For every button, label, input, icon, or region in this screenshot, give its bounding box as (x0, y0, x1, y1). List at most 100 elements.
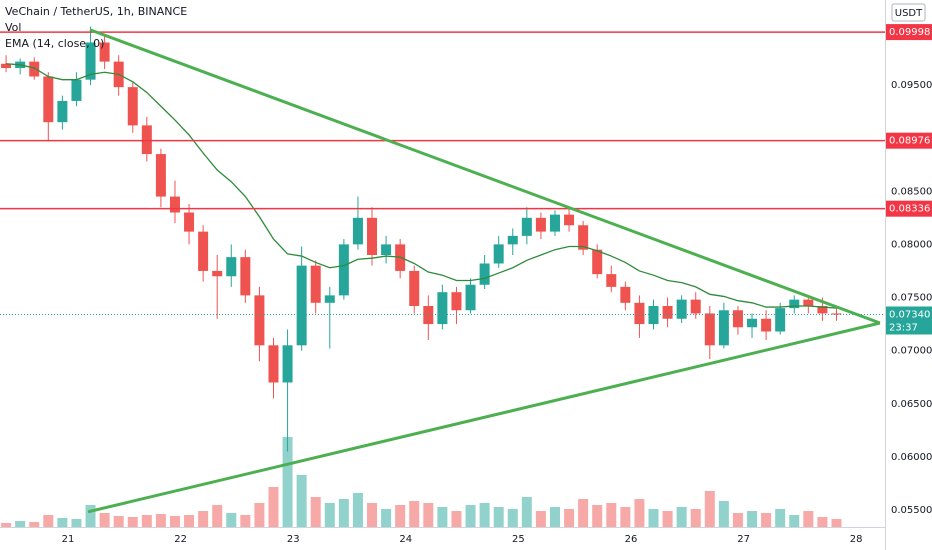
volume-bar (578, 499, 589, 527)
volume-bar (451, 511, 462, 527)
level-label-box (886, 132, 932, 149)
candle-body (296, 265, 307, 346)
currency-button[interactable] (891, 3, 926, 22)
candle-body (71, 79, 82, 101)
volume-bar (268, 487, 279, 527)
volume-bar (662, 511, 673, 527)
x-tick-label: 26 (625, 534, 638, 545)
candle-body (169, 196, 180, 213)
volume-bar (493, 507, 504, 527)
x-tick-label: 23 (287, 534, 300, 545)
candle-body (212, 270, 223, 277)
candle-body (198, 231, 209, 271)
candle-body (1, 63, 12, 68)
volume-bar (99, 513, 110, 527)
volume-bar (141, 515, 152, 527)
y-tick-label: 0.07500 (891, 293, 932, 304)
candle-body (352, 217, 363, 245)
candle-body (634, 302, 645, 325)
countdown: 23:37 (889, 323, 918, 334)
volume-bar (240, 515, 251, 527)
volume-bar (817, 517, 828, 527)
candle-body (549, 214, 560, 232)
volume-bar (409, 501, 420, 527)
trendline (89, 28, 881, 325)
volume-bar (775, 509, 786, 527)
volume-bar (690, 509, 701, 527)
candle-body (535, 217, 546, 232)
candle-body (479, 263, 490, 285)
volume-bar (395, 505, 406, 527)
volume-bar (169, 516, 180, 527)
y-tick-label: 0.08500 (891, 186, 932, 197)
candle-body (732, 310, 743, 328)
candle-body (184, 212, 195, 232)
volume-bar (479, 503, 490, 527)
candle-body (803, 299, 814, 306)
volume-bar (634, 499, 645, 527)
volume-bar (507, 509, 518, 527)
volume-bar (367, 503, 378, 527)
candle-body (423, 306, 434, 325)
x-tick-label: 21 (62, 534, 75, 545)
volume-bar (85, 505, 96, 527)
candle-body (662, 306, 673, 319)
volume-bar (226, 513, 237, 527)
volume-bar (184, 515, 195, 527)
candle-body (817, 306, 828, 314)
volume-bar (437, 507, 448, 527)
candle-body (789, 299, 800, 309)
volume-bar (71, 519, 82, 527)
level-label: 0.08336 (889, 204, 930, 215)
last-price-box (886, 306, 932, 335)
candle-body (690, 299, 701, 314)
volume-bar (1, 523, 12, 527)
volume-bar (324, 503, 335, 527)
volume-bar (29, 522, 40, 527)
volume-bar (15, 521, 26, 527)
candle-body (254, 295, 265, 346)
volume-bar (352, 493, 363, 527)
level-label: 0.09998 (889, 27, 930, 38)
candle-body (240, 257, 251, 296)
candle-body (226, 257, 237, 277)
candle-body (676, 299, 687, 319)
candle-body (521, 217, 532, 236)
candle-body (127, 87, 138, 126)
candle-body (831, 313, 842, 315)
volume-bar (155, 514, 166, 527)
candle-body (465, 284, 476, 311)
volume-bar (704, 491, 715, 527)
volume-bar (282, 437, 293, 527)
candle-body (564, 214, 575, 226)
volume-bar (296, 475, 307, 527)
x-tick-label: 24 (399, 534, 412, 545)
candle-body (761, 318, 772, 332)
volume-bar (803, 511, 814, 527)
candle-body (775, 308, 786, 332)
volume-bar (747, 511, 758, 527)
candle-body (493, 244, 504, 264)
volume-bar (535, 511, 546, 527)
y-tick-label: 0.06500 (891, 399, 932, 410)
volume-bar (564, 509, 575, 527)
candle-body (409, 270, 420, 306)
volume-bar (521, 497, 532, 527)
candle-body (620, 286, 631, 303)
volume-bar (549, 507, 560, 527)
currency[interactable]: USDT (895, 8, 923, 19)
ema-label: EMA (14, close, 0) (5, 37, 104, 50)
candle-body (507, 235, 518, 245)
volume-bar (127, 517, 138, 527)
x-tick-label: 25 (512, 534, 525, 545)
volume-bar (606, 503, 617, 527)
candle-body (606, 274, 617, 287)
volume-bar (831, 519, 842, 527)
volume-bar (592, 505, 603, 527)
candle-body (747, 318, 758, 328)
volume-bar (381, 509, 392, 527)
candle-body (578, 225, 589, 250)
candle-body (99, 42, 110, 62)
